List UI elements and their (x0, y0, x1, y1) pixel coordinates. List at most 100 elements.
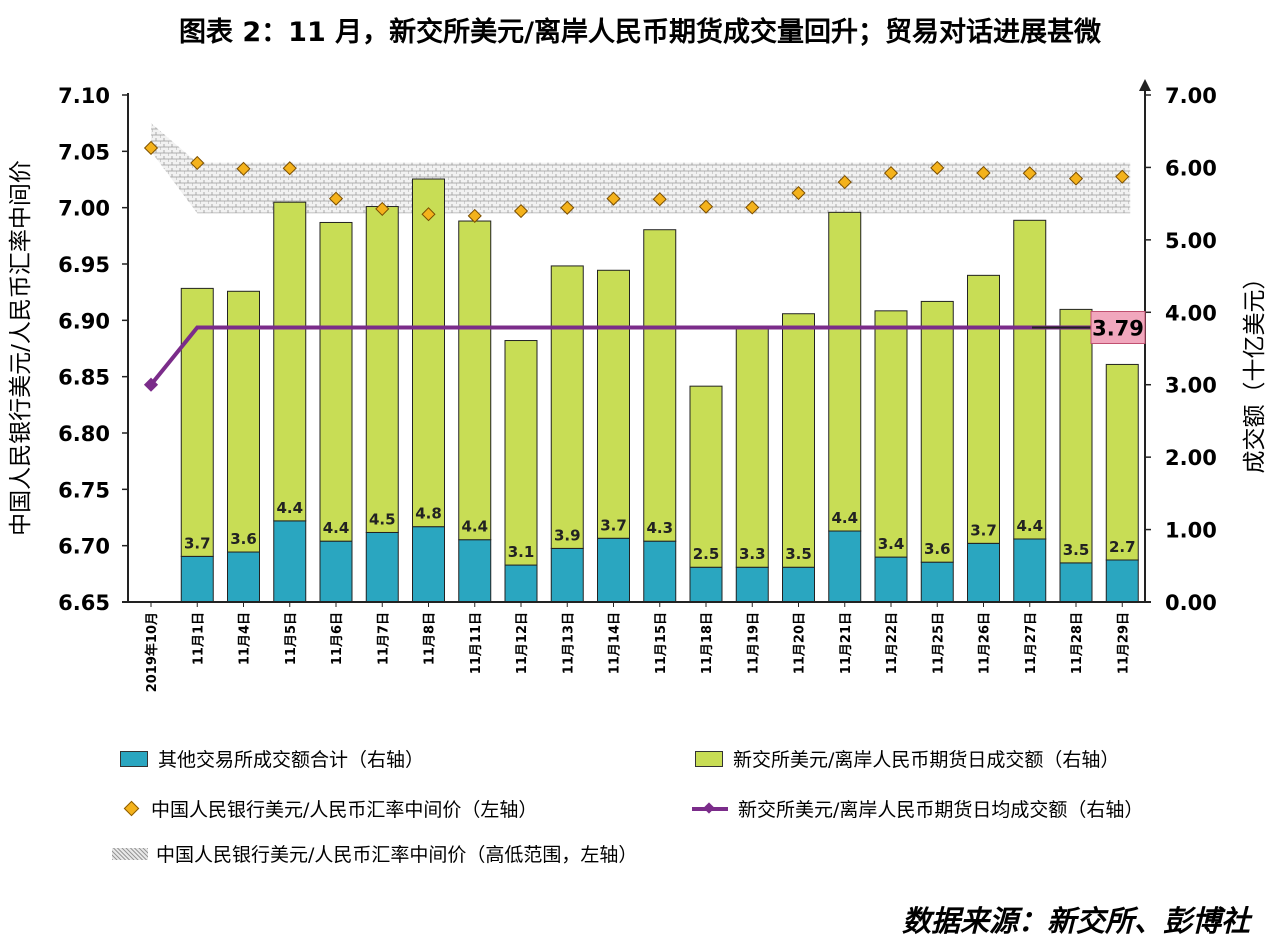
bar-cfets-17 (920, 300, 954, 563)
right-axis-arrow (1139, 79, 1151, 91)
x-tick-label-18: 11月26日 (978, 612, 993, 674)
bar-label-19: 4.4 (1016, 517, 1043, 535)
x-tick-label-15: 11月21日 (839, 612, 854, 674)
fixing-marker-2 (236, 161, 251, 176)
bar-cfets-7 (458, 220, 492, 541)
right-tick-label-4: 4.00 (1165, 301, 1217, 325)
fixing-marker-1 (190, 155, 205, 171)
left-tick-label-3: 6.80 (58, 422, 110, 446)
bar-other-8 (504, 564, 538, 603)
bar-other-11 (643, 540, 677, 603)
left-tick-label-9: 7.10 (58, 84, 110, 108)
avg-callout-box (1090, 310, 1146, 344)
bar-cfets-14 (782, 313, 815, 568)
fixing-marker-18 (976, 165, 991, 181)
bar-other-16 (874, 556, 908, 603)
right-tick-label-1: 1.00 (1165, 519, 1217, 543)
bar-cfets-2 (227, 290, 260, 553)
fixing-marker-19 (1022, 166, 1037, 181)
fixing-marker-13 (745, 200, 760, 215)
fixing-marker-4 (328, 191, 344, 206)
x-tick-label-1: 11月1日 (191, 612, 206, 665)
bar-label-15: 4.4 (831, 509, 858, 527)
bar-label-2: 3.6 (230, 530, 257, 548)
fixing-marker-12 (698, 199, 714, 214)
fixing-marker-6 (421, 207, 436, 222)
bar-label-16: 3.4 (878, 535, 905, 553)
bar-cfets-8 (504, 340, 538, 566)
bar-other-17 (920, 561, 954, 603)
bar-cfets-1 (180, 287, 214, 557)
bar-label-10: 3.7 (600, 516, 627, 534)
bar-cfets-13 (735, 327, 769, 568)
x-tick-label-21: 11月29日 (1116, 612, 1131, 674)
left-tick-label-8: 7.05 (58, 140, 110, 164)
bar-other-3 (273, 520, 307, 603)
x-tick-label-3: 11月5日 (284, 612, 299, 665)
bar-other-7 (458, 539, 492, 603)
fixing-marker-10 (606, 191, 621, 206)
fixing-marker-7 (467, 208, 482, 223)
bar-label-8: 3.1 (508, 543, 535, 561)
bar-label-17: 3.6 (924, 540, 951, 558)
right-tick-label-6: 6.00 (1165, 156, 1217, 180)
bar-cfets-20 (1059, 308, 1093, 564)
x-tick-label-11: 11月15日 (654, 612, 669, 674)
bar-label-9: 3.9 (554, 526, 581, 544)
fixing-marker-15 (837, 175, 852, 190)
bar-other-4 (319, 540, 353, 603)
fixing-range-band (151, 123, 1131, 214)
source-note: 数据来源：新交所、彭博社 (901, 904, 1250, 938)
bar-other-21 (1105, 559, 1139, 603)
right-axis-title: 成交额（十亿美元） (1242, 267, 1268, 474)
bar-other-5 (365, 531, 399, 603)
bar-cfets-19 (1013, 219, 1047, 540)
right-tick-label-7: 7.00 (1165, 84, 1217, 108)
x-tick-label-8: 11月12日 (515, 612, 530, 674)
x-tick-label-17: 11月25日 (931, 612, 946, 674)
x-tick-label-2: 11月4日 (238, 612, 253, 665)
x-tick-label-16: 11月22日 (885, 612, 900, 674)
bar-cfets-6 (412, 178, 445, 528)
x-tick-label-20: 11月28日 (1070, 612, 1085, 674)
chart-title: 图表 2：11 月，新交所美元/离岸人民币期货成交量回升；贸易对话进展甚微 (178, 17, 1102, 48)
bar-other-2 (227, 551, 260, 603)
right-tick-label-5: 5.00 (1165, 229, 1217, 253)
x-tick-label-19: 11月27日 (1024, 612, 1039, 674)
bar-other-12 (689, 566, 723, 603)
fixing-marker-21 (1115, 169, 1130, 184)
avg-line (149, 325, 1145, 386)
fixing-marker-14 (791, 185, 806, 201)
right-tick-label-2: 2.00 (1165, 446, 1217, 470)
fixing-marker-20 (1068, 171, 1084, 186)
labels-group: 3.7 3.6 4.4 4.4 4.5 4.8 4.4 3.1 3.9 3.7 4.3 2.5 3.3 3… (8, 84, 1268, 692)
bars-group (180, 178, 1139, 603)
bar-label-14: 3.5 (785, 545, 812, 563)
right-tick-label-0: 0.00 (1165, 591, 1217, 615)
bar-label-20: 3.5 (1063, 541, 1090, 559)
left-tick-label-2: 6.75 (58, 478, 110, 502)
x-tick-label-0: 2019年10月 (144, 612, 160, 692)
bar-other-10 (597, 537, 630, 603)
bar-label-13: 3.3 (739, 545, 766, 563)
x-tick-label-4: 11月6日 (330, 612, 345, 665)
bar-label-5: 4.5 (369, 510, 396, 528)
left-tick-label-5: 6.90 (58, 309, 110, 333)
x-tick-label-12: 11月18日 (700, 612, 715, 674)
right-tick-label-3: 3.00 (1165, 374, 1217, 398)
fixing-marker-3 (282, 161, 297, 176)
bar-cfets-18 (967, 274, 1000, 544)
x-tick-label-10: 11月14日 (608, 612, 623, 674)
bar-label-1: 3.7 (184, 534, 211, 552)
left-axis-title: 中国人民银行美元/人民币汇率中间价 (8, 160, 34, 536)
x-tick-label-6: 11月8日 (423, 612, 438, 665)
bar-label-21: 2.7 (1109, 538, 1136, 556)
avg-line-start-marker (143, 377, 159, 392)
left-tick-label-1: 6.70 (58, 535, 110, 559)
bar-cfets-5 (365, 206, 399, 533)
bar-label-7: 4.4 (461, 518, 488, 536)
bar-cfets-11 (643, 229, 677, 542)
bar-label-18: 3.7 (970, 521, 997, 539)
bar-cfets-12 (689, 385, 723, 568)
bar-cfets-9 (550, 265, 584, 549)
